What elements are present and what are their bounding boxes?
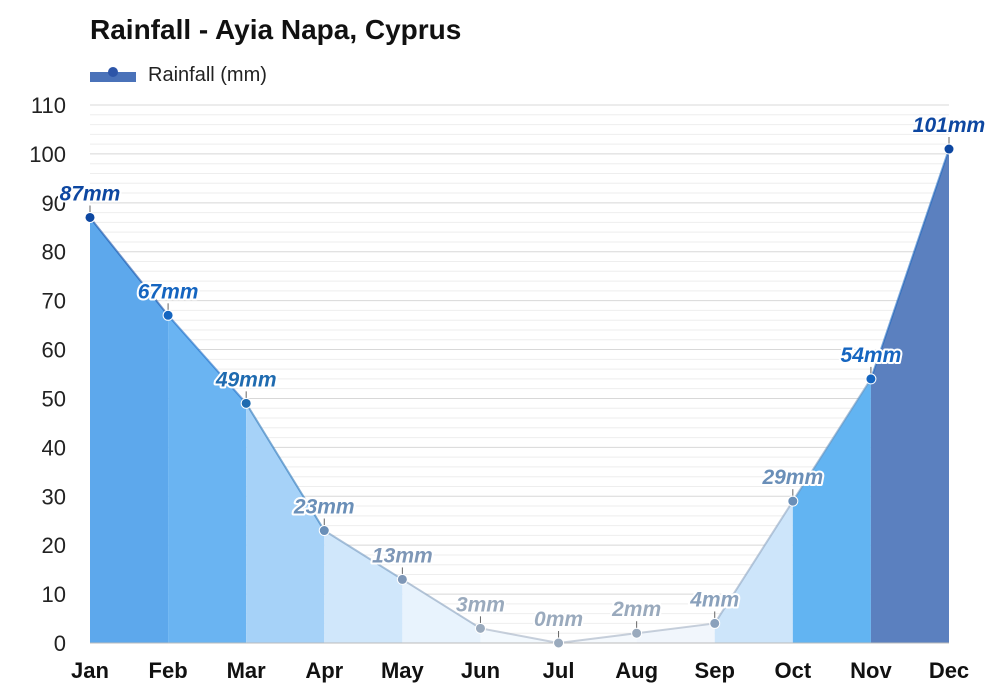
legend-swatch-dot <box>108 67 118 77</box>
x-tick-label-jan: Jan <box>71 658 109 683</box>
data-label-may: 13mm <box>372 544 433 567</box>
data-point-dec <box>943 143 955 155</box>
data-label-jul: 0mm <box>534 608 583 631</box>
x-tick-label-jul: Jul <box>543 658 575 683</box>
y-tick-label: 110 <box>31 93 66 118</box>
data-label-jun: 3mm <box>456 593 505 616</box>
data-label-oct: 29mm <box>761 466 823 489</box>
x-tick-label-nov: Nov <box>850 658 892 683</box>
data-point-sep <box>709 617 721 629</box>
series-line-oct <box>791 378 872 502</box>
data-point-jul <box>553 637 565 649</box>
legend[interactable]: Rainfall (mm) <box>90 60 267 90</box>
chart-title: Rainfall - Ayia Napa, Cyprus <box>90 14 462 45</box>
data-point-mar <box>240 397 252 409</box>
series-line-aug <box>636 622 715 635</box>
area-segment-oct <box>792 378 871 643</box>
legend-swatch-fill <box>90 72 136 82</box>
x-tick-label-feb: Feb <box>149 658 188 683</box>
y-tick-label: 100 <box>29 142 66 167</box>
area-segment-feb <box>168 315 247 643</box>
y-tick-label: 0 <box>54 631 66 656</box>
series-line-may <box>401 578 481 630</box>
data-point-jan <box>84 211 96 223</box>
y-tick-label: 60 <box>42 338 66 363</box>
series-line-mar <box>245 402 326 532</box>
area-segment-sep <box>714 501 793 643</box>
y-tick-label: 40 <box>42 435 66 460</box>
area-segment-apr <box>324 530 403 643</box>
data-point-nov <box>865 373 877 385</box>
y-tick-label: 50 <box>42 386 66 411</box>
area-segment-aug <box>636 623 715 643</box>
data-label-aug: 2mm <box>611 598 661 621</box>
area-segment-jan <box>90 217 169 643</box>
data-label-dec: 101mm <box>913 114 985 137</box>
x-tick-label-mar: Mar <box>227 658 267 683</box>
series-line-nov <box>869 148 950 380</box>
x-tick-label-dec: Dec <box>929 658 969 683</box>
series-line-jul <box>558 632 637 644</box>
y-tick-label: 80 <box>42 240 66 265</box>
x-tick-label-apr: Apr <box>305 658 343 683</box>
data-label-mar: 49mm <box>215 368 277 391</box>
x-tick-label-may: May <box>381 658 425 683</box>
x-tick-label-oct: Oct <box>774 658 811 683</box>
data-label-sep: 4mm <box>689 588 739 611</box>
series-line-jun <box>480 627 559 644</box>
series-line-jan <box>89 216 169 316</box>
legend-label: Rainfall (mm) <box>148 63 267 86</box>
area-segment-may <box>402 579 481 643</box>
x-tick-label-aug: Aug <box>615 658 658 683</box>
data-point-oct <box>787 495 799 507</box>
data-label-feb: 67mm <box>138 280 199 303</box>
x-tick-label-jun: Jun <box>461 658 500 683</box>
data-label-apr: 23mm <box>293 496 355 519</box>
data-point-feb <box>162 309 174 321</box>
data-point-aug <box>631 627 643 639</box>
series-line-feb <box>167 314 247 405</box>
data-label-jan: 87mm <box>60 182 121 205</box>
data-point-jun <box>474 622 486 634</box>
y-tick-label: 90 <box>42 191 66 216</box>
y-tick-label: 30 <box>42 484 66 509</box>
y-tick-label: 70 <box>42 289 66 314</box>
data-point-may <box>396 573 408 585</box>
y-tick-label: 20 <box>42 533 66 558</box>
y-tick-label: 10 <box>42 582 66 607</box>
x-tick-label-sep: Sep <box>695 658 735 683</box>
area-segment-mar <box>246 403 325 643</box>
data-label-nov: 54mm <box>841 344 902 367</box>
series-line-apr <box>323 529 403 581</box>
data-point-apr <box>318 525 330 537</box>
area-segment-nov <box>870 149 949 643</box>
series-line-sep <box>713 500 794 624</box>
legend-swatch <box>90 67 136 82</box>
